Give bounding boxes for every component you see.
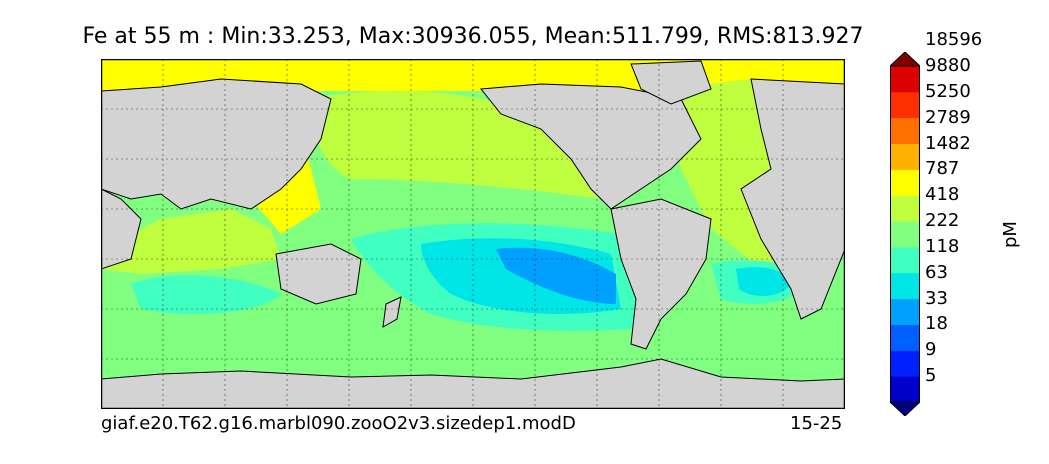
colorbar-swatch — [890, 91, 920, 119]
colorbar-swatch — [890, 350, 920, 377]
colorbar-swatch — [890, 272, 920, 300]
atlantic-cyan-core — [736, 267, 791, 296]
colorbar-swatch — [890, 143, 920, 170]
colorbar-tick-label: 1482 — [925, 132, 971, 154]
colorbar-tick-label: 63 — [925, 261, 948, 283]
colorbar-tick-label: 18 — [925, 313, 948, 335]
graticule — [101, 59, 845, 409]
colorbar-tick-label: 418 — [925, 184, 960, 206]
land-europe-africa — [740, 78, 845, 320]
colorbar-frame — [890, 65, 920, 403]
colorbar-swatch — [890, 221, 920, 248]
colorbar-tick-label: 2789 — [925, 106, 971, 128]
land-eurasia — [101, 78, 332, 210]
land-new-zealand — [382, 296, 402, 328]
land-north-america — [480, 83, 702, 210]
colorbar-tick-label: 9880 — [925, 55, 971, 76]
colorbar-extend-min — [890, 401, 920, 416]
colorbar-units: pM — [1000, 221, 1021, 248]
colorbar-swatch — [890, 324, 920, 351]
indian-ocean-region — [101, 209, 281, 274]
colorbar-swatch — [890, 169, 920, 196]
indian-cyan-region — [131, 275, 281, 314]
colorbar-swatch — [890, 66, 920, 93]
colorbar-swatch — [890, 195, 920, 222]
colorbar-swatch — [890, 376, 920, 403]
colorbar — [890, 52, 920, 416]
ocean-map — [101, 59, 845, 409]
colorbar-swatch — [890, 246, 920, 274]
depth-range-caption: 15-25 — [790, 413, 843, 434]
colorbar-extend-max — [890, 52, 920, 67]
south-pacific-gyre — [496, 247, 616, 304]
colorbar-swatch — [890, 298, 920, 325]
figure-title: Fe at 55 m : Min:33.253, Max:30936.055, … — [82, 24, 864, 49]
colorbar-swatch — [890, 117, 920, 145]
colorbar-tick-label: 787 — [925, 158, 960, 180]
colorbar-tick-label: 118 — [925, 235, 960, 257]
colorbar-tick-label: 33 — [925, 287, 948, 309]
colorbar-tick-label: 222 — [925, 210, 960, 232]
land-south-america — [610, 198, 712, 350]
map-frame — [101, 59, 845, 409]
colorbar-tick-label: 5 — [925, 365, 937, 387]
colorbar-tick-label: 9 — [925, 339, 937, 361]
land-greenland — [630, 60, 712, 105]
run-name-caption: giaf.e20.T62.g16.marbl090.zooO2v3.sizede… — [101, 413, 576, 434]
colorbar-tick-label: 18596 — [925, 29, 983, 51]
colorbar-tick-label: 5250 — [925, 80, 971, 102]
